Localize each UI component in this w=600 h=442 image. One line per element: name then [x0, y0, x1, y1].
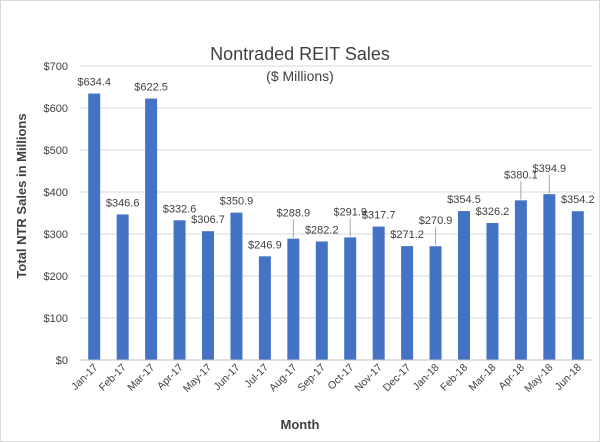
data-label: $622.5 — [134, 82, 168, 94]
data-label: $354.5 — [447, 194, 481, 206]
x-tick-label: Jun-18 — [553, 362, 584, 393]
bar — [258, 256, 271, 360]
x-tick-label: Oct-17 — [326, 362, 357, 393]
bar — [145, 98, 158, 361]
bar — [88, 93, 101, 360]
bar — [344, 237, 357, 360]
y-tick-label: $400 — [44, 187, 68, 199]
bar — [401, 246, 414, 360]
chart-title: Nontraded REIT Sales — [210, 44, 390, 64]
data-label: $332.6 — [163, 203, 197, 215]
bar — [230, 212, 243, 360]
x-tick-label: Mar-18 — [467, 362, 499, 394]
x-tick-label: Feb-17 — [97, 362, 129, 394]
x-tick-label: Aug-17 — [267, 362, 300, 395]
data-label: $288.9 — [277, 208, 311, 220]
y-tick-label: $700 — [44, 61, 68, 73]
bar — [571, 211, 584, 360]
data-label: $346.6 — [106, 197, 140, 209]
x-tick-label: May-18 — [522, 362, 555, 395]
y-tick-label: $0 — [56, 355, 68, 367]
x-tick-label: May-17 — [181, 362, 214, 395]
data-label: $394.9 — [533, 163, 567, 175]
y-tick-label: $600 — [44, 103, 68, 115]
y-tick-label: $500 — [44, 145, 68, 157]
y-tick-label: $200 — [44, 271, 68, 283]
data-label: $246.9 — [248, 239, 282, 251]
bar — [202, 231, 214, 360]
bar — [315, 241, 328, 360]
x-tick-label: Sep-17 — [295, 362, 328, 395]
x-tick-label: Jun-17 — [211, 362, 242, 393]
data-label: $291.9 — [333, 206, 367, 218]
bar — [287, 238, 300, 360]
x-tick-label: Nov-17 — [352, 362, 385, 395]
x-axis-label: Month — [280, 417, 320, 432]
bar — [173, 220, 186, 360]
data-label: $354.2 — [561, 194, 595, 206]
data-label: $634.4 — [77, 77, 111, 89]
data-label: $317.7 — [362, 210, 396, 222]
data-label: $380.1 — [504, 169, 538, 181]
bar — [543, 194, 556, 360]
bar — [429, 246, 442, 360]
chart-subtitle: ($ Millions) — [266, 68, 334, 84]
y-tick-label: $100 — [44, 313, 68, 325]
bar — [372, 226, 385, 360]
data-label: $271.2 — [390, 229, 424, 241]
y-tick-label: $300 — [44, 229, 68, 241]
bar — [458, 211, 470, 360]
data-label: $282.2 — [305, 224, 339, 236]
bar — [514, 200, 527, 360]
x-tick-label: Jan-18 — [410, 362, 441, 393]
data-label: $270.9 — [419, 215, 453, 227]
x-tick-label: Jan-17 — [69, 362, 100, 393]
x-tick-label: Mar-17 — [125, 362, 157, 394]
x-tick-label: Feb-18 — [438, 362, 470, 394]
bar — [486, 222, 499, 360]
bar — [116, 214, 129, 360]
data-label: $350.9 — [220, 196, 254, 208]
data-label: $306.7 — [191, 214, 225, 226]
data-label: $326.2 — [476, 206, 510, 218]
x-tick-label: Dec-17 — [381, 362, 414, 395]
